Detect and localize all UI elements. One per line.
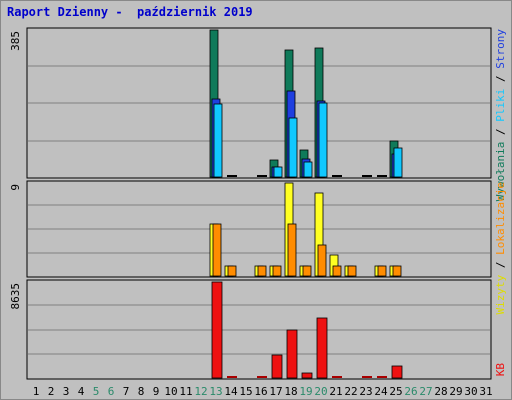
bar-wywolania-day-14 bbox=[227, 175, 237, 177]
legend-bottom-part-0: KB bbox=[494, 363, 507, 377]
x-tick-label-day-4: 4 bbox=[78, 385, 85, 398]
bar-pliki-day-25 bbox=[393, 147, 403, 178]
legend-middle-part-1: / bbox=[494, 255, 507, 275]
x-tick-label-day-10: 10 bbox=[164, 385, 177, 398]
x-tick-label-day-30: 30 bbox=[464, 385, 477, 398]
bar-pliki-day-18 bbox=[288, 117, 298, 178]
x-tick-label-day-18: 18 bbox=[284, 385, 297, 398]
bar-kb-day-25 bbox=[391, 365, 403, 379]
legend-top-part-4: Strony bbox=[494, 29, 507, 69]
x-tick-label-day-25: 25 bbox=[389, 385, 402, 398]
bar-kb-day-16 bbox=[257, 376, 267, 378]
bar-lokalizacje-day-19 bbox=[302, 265, 312, 277]
x-tick-label-day-6: 6 bbox=[108, 385, 115, 398]
bar-lokalizacje-day-21 bbox=[332, 265, 342, 277]
x-tick-label-day-3: 3 bbox=[63, 385, 70, 398]
legend-top-part-3: / bbox=[494, 69, 507, 89]
bar-pliki-day-20 bbox=[318, 102, 328, 178]
x-tick-label-day-28: 28 bbox=[434, 385, 447, 398]
report-title: Raport Dzienny - październik 2019 bbox=[7, 5, 253, 19]
legend-bottom: KB bbox=[494, 363, 507, 377]
bar-kb-day-24 bbox=[377, 376, 387, 378]
bar-kb-day-21 bbox=[332, 376, 342, 378]
bar-kb-day-23 bbox=[362, 376, 372, 378]
legend-top: Wywołania / Pliki / Strony bbox=[494, 29, 507, 202]
x-tick-label-day-26: 26 bbox=[404, 385, 417, 398]
bar-kb-day-14 bbox=[227, 376, 237, 378]
x-tick-label-day-17: 17 bbox=[269, 385, 282, 398]
bar-kb-day-19 bbox=[301, 372, 313, 379]
x-tick-label-day-22: 22 bbox=[344, 385, 357, 398]
bar-lokalizacje-day-13 bbox=[212, 223, 222, 277]
bar-wywolania-day-23 bbox=[362, 175, 372, 177]
panel-0-ymax-label: 385 bbox=[9, 31, 22, 51]
x-tick-label-day-31: 31 bbox=[479, 385, 492, 398]
legend-top-part-0: Wywołania bbox=[494, 142, 507, 202]
bar-kb-day-18 bbox=[286, 329, 298, 379]
bar-pliki-day-13 bbox=[213, 103, 223, 178]
legend-top-part-2: Pliki bbox=[494, 89, 507, 122]
bar-lokalizacje-day-18 bbox=[287, 223, 297, 277]
x-tick-label-day-27: 27 bbox=[419, 385, 432, 398]
x-tick-label-day-21: 21 bbox=[329, 385, 342, 398]
bar-lokalizacje-day-25 bbox=[392, 265, 402, 277]
bar-lokalizacje-day-24 bbox=[377, 265, 387, 277]
bar-pliki-day-17 bbox=[273, 166, 283, 178]
panel-1-ymax-label: 9 bbox=[9, 184, 22, 191]
bar-kb-day-17 bbox=[271, 354, 283, 379]
x-tick-label-day-1: 1 bbox=[33, 385, 40, 398]
bar-lokalizacje-day-22 bbox=[347, 265, 357, 277]
x-tick-label-day-23: 23 bbox=[359, 385, 372, 398]
bar-kb-day-13 bbox=[211, 281, 223, 379]
legend-middle-part-0: Wizyty bbox=[494, 274, 507, 314]
x-tick-label-day-12: 12 bbox=[194, 385, 207, 398]
bar-lokalizacje-day-14 bbox=[227, 265, 237, 277]
legend-middle: Wizyty / Lokalizacje bbox=[494, 182, 507, 314]
x-tick-label-day-11: 11 bbox=[179, 385, 192, 398]
x-tick-label-day-7: 7 bbox=[123, 385, 130, 398]
x-tick-label-day-24: 24 bbox=[374, 385, 388, 398]
bar-lokalizacje-day-20 bbox=[317, 244, 327, 277]
bar-wywolania-day-24 bbox=[377, 175, 387, 177]
x-tick-label-day-16: 16 bbox=[254, 385, 267, 398]
x-tick-label-day-14: 14 bbox=[224, 385, 238, 398]
x-tick-label-day-2: 2 bbox=[48, 385, 55, 398]
legend-middle-part-2: Lokalizacje bbox=[494, 182, 507, 255]
x-tick-label-day-13: 13 bbox=[209, 385, 222, 398]
x-tick-label-day-8: 8 bbox=[138, 385, 145, 398]
bar-kb-day-20 bbox=[316, 317, 328, 379]
x-tick-label-day-15: 15 bbox=[239, 385, 252, 398]
x-tick-label-day-20: 20 bbox=[314, 385, 327, 398]
bar-pliki-day-19 bbox=[303, 161, 313, 178]
x-tick-label-day-5: 5 bbox=[93, 385, 100, 398]
panel-2-ymax-label: 8635 bbox=[9, 283, 22, 310]
x-tick-label-day-29: 29 bbox=[449, 385, 462, 398]
bar-wywolania-day-16 bbox=[257, 175, 267, 177]
bar-lokalizacje-day-16 bbox=[257, 265, 267, 277]
legend-top-part-1: / bbox=[494, 122, 507, 142]
x-tick-label-day-9: 9 bbox=[153, 385, 160, 398]
x-tick-label-day-19: 19 bbox=[299, 385, 312, 398]
bar-wywolania-day-21 bbox=[332, 175, 342, 177]
bar-lokalizacje-day-17 bbox=[272, 265, 282, 277]
